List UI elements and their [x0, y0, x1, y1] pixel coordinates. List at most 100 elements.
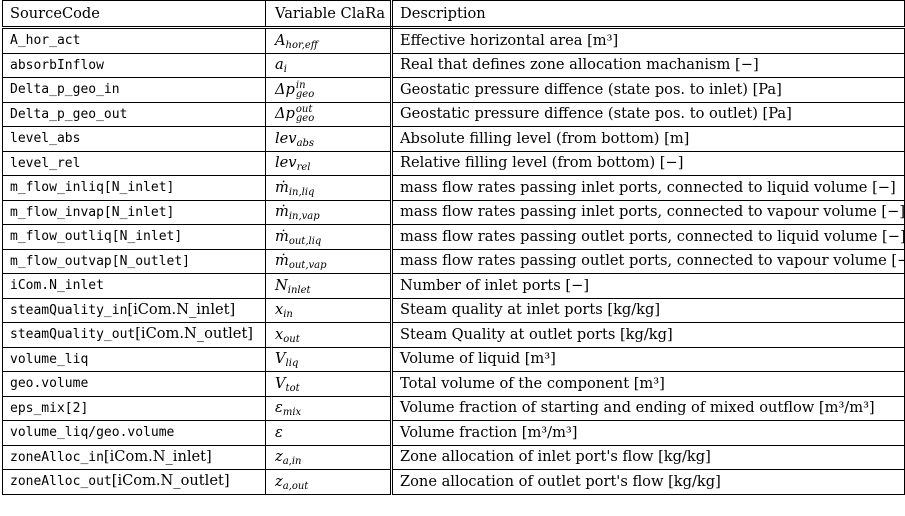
variable-subscript: rel: [296, 162, 311, 174]
source-code-cell: absorbInflow: [2, 52, 266, 78]
table-row: level_rel levrel Relative filling level (f…: [2, 150, 905, 176]
description-text: Geostatic pressure diffence (state pos. …: [400, 105, 792, 123]
variable-base: a: [275, 56, 284, 74]
variable-base: z: [275, 472, 283, 490]
description-text: Relative filling level (from bottom) [−]: [400, 154, 684, 172]
description-text: mass flow rates passing outlet ports, co…: [400, 252, 905, 270]
variable-symbol: levrel: [275, 154, 311, 174]
variable-cell: εmix: [265, 395, 393, 421]
variable-subscript: a,in: [282, 456, 302, 468]
description-cell: Steam Quality at outlet ports [kg/kg]: [391, 322, 905, 348]
source-code-cell: zoneAlloc_out[iCom.N_outlet]: [2, 469, 266, 495]
table-row: zoneAlloc_out[iCom.N_outlet] za,out Zone a…: [2, 469, 905, 495]
table-row: m_flow_inliq[N_inlet] ṁin,liq mass flow ra…: [2, 175, 905, 201]
source-code-cell: steamQuality_out[iCom.N_outlet]: [2, 322, 266, 348]
source-code-cell: level_abs: [2, 126, 266, 152]
description-cell: Volume fraction of starting and ending o…: [391, 395, 905, 421]
source-code-cell: steamQuality_in[iCom.N_inlet]: [2, 297, 266, 323]
source-code-cell: m_flow_invap[N_inlet]: [2, 199, 266, 225]
variable-subscript: in,vap: [288, 211, 320, 223]
source-code: volume_liq/geo.volume: [10, 425, 175, 441]
description-cell: Geostatic pressure diffence (state pos. …: [391, 101, 905, 127]
description-cell: Number of inlet ports [−]: [391, 273, 905, 299]
variable-symbol: Ninlet: [275, 276, 311, 296]
description-cell: Volume fraction [m³/m³]: [391, 420, 905, 446]
source-code-cell: m_flow_outliq[N_inlet]: [2, 224, 266, 250]
table-row: volume_liq Vliq Volume of liquid [m³]: [2, 346, 905, 372]
source-code-cell: zoneAlloc_in[iCom.N_inlet]: [2, 444, 266, 470]
source-code-cell: A_hor_act: [2, 27, 266, 54]
header-variable-clara: Variable ClaRa: [265, 0, 393, 29]
variable-cell: Vliq: [265, 346, 393, 372]
table-row: m_flow_outliq[N_inlet] ṁout,liq mass flow …: [2, 224, 905, 250]
description-cell: Volume of liquid [m³]: [391, 346, 905, 372]
header-sourcecode: SourceCode: [2, 0, 266, 29]
description-cell: mass flow rates passing outlet ports, co…: [391, 248, 905, 274]
variable-cell: ṁout,liq: [265, 224, 393, 250]
table-row: geo.volume Vtot Total volume of the compon…: [2, 371, 905, 397]
variable-base: x: [275, 301, 284, 319]
table-row: m_flow_outvap[N_outlet] ṁout,vap mass flow…: [2, 248, 905, 274]
table-row: steamQuality_in[iCom.N_inlet] xin Steam qu…: [2, 297, 905, 323]
source-code: level_rel: [10, 155, 81, 171]
variable-base: Δp: [275, 80, 295, 98]
variable-cell: Ninlet: [265, 273, 393, 299]
variable-subscript: inlet: [287, 284, 311, 296]
variable-base: N: [275, 276, 288, 294]
description-text: mass flow rates passing inlet ports, con…: [400, 178, 896, 196]
source-code: A_hor_act: [10, 33, 81, 49]
variable-subscript: geo: [295, 88, 315, 100]
variable-symbol: ṁin,vap: [275, 203, 320, 223]
variable-symbol: za,out: [275, 472, 308, 492]
description-text: Effective horizontal area [m³]: [400, 31, 619, 49]
source-code-cell: m_flow_inliq[N_inlet]: [2, 175, 266, 201]
header-description: Description: [391, 0, 905, 29]
description-cell: Real that defines zone allocation machan…: [391, 52, 905, 78]
variable-cell: levabs: [265, 126, 393, 152]
description-cell: Absolute filling level (from bottom) [m]: [391, 126, 905, 152]
source-code-index: [iCom.N_outlet]: [135, 325, 254, 343]
variable-subscript: out,vap: [288, 260, 327, 272]
variable-base: Δp: [275, 105, 295, 123]
source-code: m_flow_outliq[N_inlet]: [10, 229, 183, 245]
table-row: steamQuality_out[iCom.N_outlet] xout Steam…: [2, 322, 905, 348]
source-code-cell: Delta_p_geo_out: [2, 101, 266, 127]
variable-symbol: xin: [275, 301, 293, 320]
variable-cell: Ahor,eff: [265, 27, 393, 54]
source-code: absorbInflow: [10, 57, 104, 73]
variable-base: V: [275, 350, 286, 368]
variable-symbol: Vtot: [275, 375, 300, 394]
source-code: geo.volume: [10, 376, 89, 392]
source-code: zoneAlloc_out: [10, 474, 112, 490]
variable-cell: za,out: [265, 469, 393, 495]
variable-subscript: mix: [282, 407, 302, 419]
source-code: m_flow_inliq[N_inlet]: [10, 180, 175, 196]
variable-symbol: ṁout,vap: [275, 252, 327, 272]
variable-symbol: levabs: [275, 130, 314, 149]
source-code: Delta_p_geo_in: [10, 82, 120, 98]
description-text: Zone allocation of outlet port's flow [k…: [400, 472, 721, 490]
variable-base: z: [275, 448, 283, 466]
source-code: Delta_p_geo_out: [10, 106, 128, 122]
variable-symbol: xout: [275, 326, 300, 345]
variable-indices: out geo: [296, 105, 314, 124]
source-code: m_flow_outvap[N_outlet]: [10, 253, 191, 269]
variable-base: ṁ: [275, 178, 289, 196]
variable-base: ε: [275, 423, 283, 441]
variable-subscript: out: [283, 333, 300, 345]
variable-base: A: [275, 31, 286, 49]
description-text: Absolute filling level (from bottom) [m]: [400, 129, 690, 147]
source-code-index: [iCom.N_inlet]: [103, 447, 212, 465]
variable-cell: ε: [265, 420, 393, 446]
variable-base: lev: [275, 154, 297, 172]
table-row: volume_liq/geo.volume ε Volume fraction [m…: [2, 420, 905, 446]
variable-subscript: out,liq: [288, 235, 322, 247]
table-row: m_flow_invap[N_inlet] ṁin,vap mass flow ra…: [2, 199, 905, 225]
variable-symbol: za,in: [275, 448, 302, 468]
source-code-cell: Delta_p_geo_in: [2, 77, 266, 103]
variable-symbol: ai: [275, 56, 287, 75]
table-body: A_hor_act Ahor,eff Effective horizontal ar…: [2, 27, 905, 495]
source-code: m_flow_invap[N_inlet]: [10, 204, 175, 220]
source-code-cell: volume_liq/geo.volume: [2, 420, 266, 446]
